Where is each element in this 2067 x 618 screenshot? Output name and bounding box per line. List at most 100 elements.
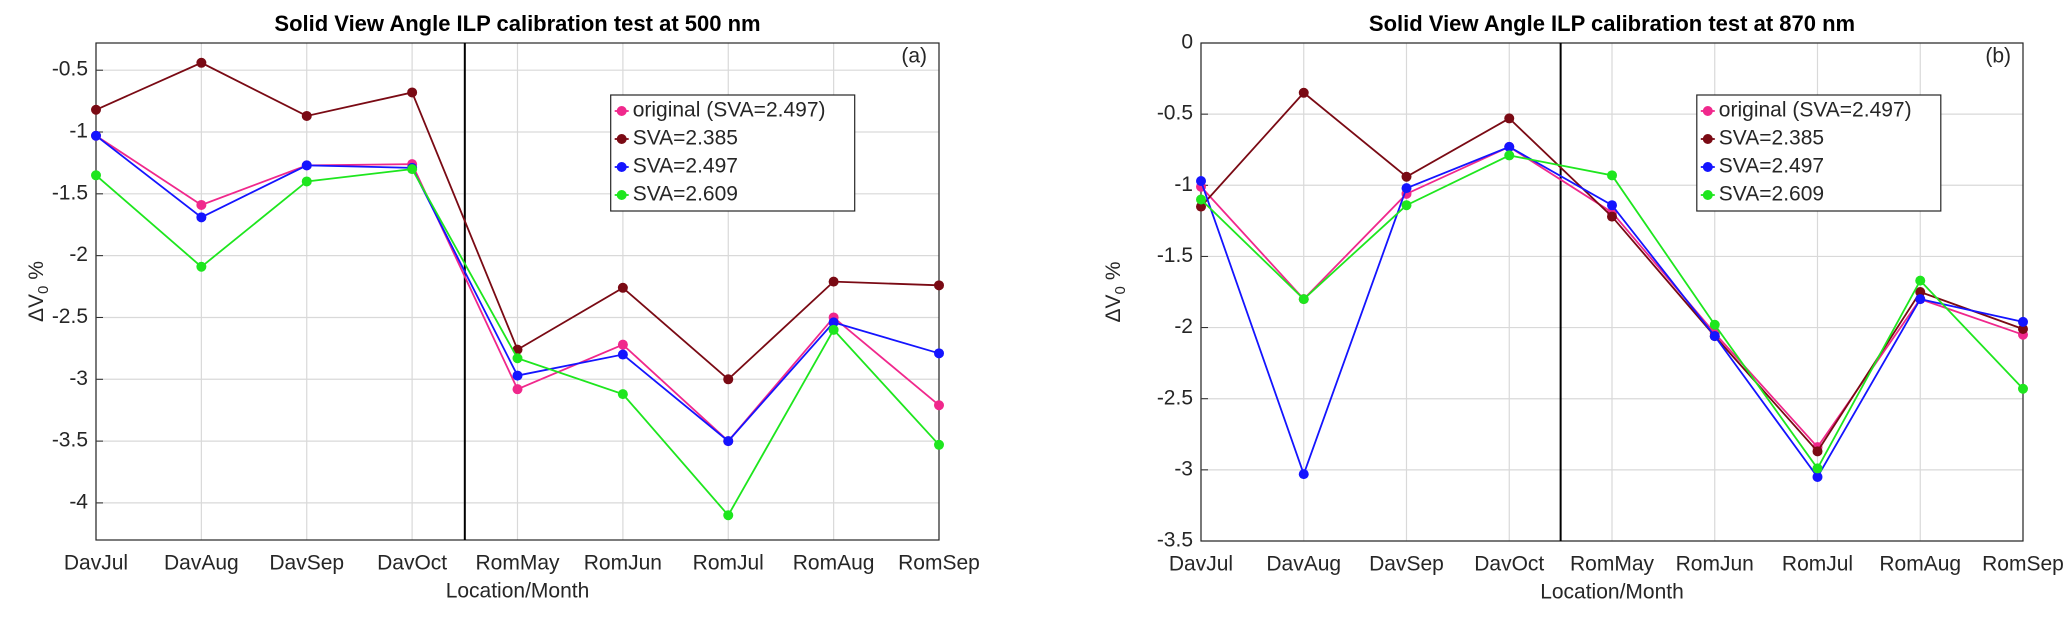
x-axis-label: Location/Month [1540,581,1684,604]
legend-label: SVA=2.609 [1719,183,1824,206]
data-point [407,164,418,175]
y-tick-label: -0.5 [52,58,88,81]
legend-marker [616,134,627,144]
data-point [1196,194,1206,205]
x-axis-label: Location/Month [446,580,590,603]
data-point [91,130,101,141]
panel-label: (a) [901,45,927,68]
legend: original (SVA=2.497) SVA=2.385 SVA=2.497 SV… [1696,94,1942,212]
axes-box [95,42,940,541]
legend-marker [1702,106,1713,116]
data-point [1401,183,1412,194]
data-point [1298,87,1309,98]
x-tick-label: DavOct [1474,553,1544,576]
data-point [1915,287,1926,297]
x-tick-label: DavAug [164,552,239,575]
data-point [2018,383,2028,394]
data-point [1915,275,1926,286]
legend-box [1696,94,1942,212]
y-label-main: ΔV [25,294,48,322]
data-point [934,348,944,359]
y-tick-label: -1.5 [52,181,88,204]
x-tick-label: DavAug [1266,553,1341,576]
y-tick-label: -4 [69,490,88,513]
data-point [1504,141,1515,152]
y-tick-label: -1.5 [1157,244,1193,267]
x-tick-label: RomMay [475,552,560,575]
data-point [828,324,839,335]
data-point [723,374,734,385]
data-point [1298,294,1309,305]
data-point [1709,319,1720,330]
data-point [617,339,628,350]
data-point [1709,331,1720,342]
y-tick-label: -2 [69,243,88,266]
data-point [1196,176,1206,187]
data-point [91,170,101,181]
legend-marker [1702,134,1713,144]
y-tick-label: -2 [1174,315,1193,338]
data-point [1812,471,1823,482]
legend-label: original (SVA=2.497) [633,99,826,122]
data-point [934,400,944,411]
x-tick-label: RomJul [693,552,764,575]
y-axis-label: ΔV0% [25,261,52,322]
legend-label: SVA=2.497 [633,155,738,178]
data-point [512,384,523,395]
chart-title: Solid View Angle ILP calibration test at… [1369,11,1855,36]
legend-marker [1702,162,1713,172]
x-tick-label: DavSep [1369,553,1444,576]
y-tick-label: -0.5 [1157,102,1193,125]
legend-label: SVA=2.609 [633,183,738,206]
data-point [1401,171,1412,182]
chart-panel: -3.5 -3 -2.5 -2 -1.5 -1 -0.5 0 DavJul DavAug DavSe… [1102,11,2064,604]
data-point [1812,463,1823,474]
legend-marker [616,162,627,172]
panel-label: (b) [1985,45,2011,68]
y-label-unit: % [25,261,48,280]
legend-label: SVA=2.385 [633,127,738,150]
data-point [196,199,207,210]
legend-label: SVA=2.385 [1719,127,1824,150]
data-point [2018,316,2028,327]
y-tick-label: -3.5 [1157,529,1193,552]
legend-label: SVA=2.497 [1719,155,1824,178]
y-axis-label: ΔV0% [1102,261,1129,322]
data-point [301,176,312,187]
chart-panel: -4 -3.5 -3 -2.5 -2 -1.5 -1 -0.5 DavJul DavAug DavS… [25,11,980,603]
y-tick-label: -3 [69,367,88,390]
y-label-sub: 0 [35,286,52,294]
data-point [1196,201,1206,212]
y-label-unit: % [1102,261,1125,280]
x-tick-label: RomJul [1782,553,1853,576]
y-label-sub: 0 [1112,286,1129,294]
legend-marker [616,106,627,116]
data-point [617,282,628,293]
x-tick-label: RomSep [898,552,980,575]
axes-box [1200,42,2024,542]
x-tick-label: RomJun [1676,553,1754,576]
x-tick-label: RomAug [1879,553,1961,576]
y-tick-label: 0 [1181,31,1193,54]
legend-box [610,94,856,212]
data-point [934,280,944,291]
data-point [2018,323,2028,334]
y-tick-label: -2.5 [1157,386,1193,409]
x-tick-label: RomJun [584,552,662,575]
y-tick-label: -1 [69,120,88,143]
x-tick-label: RomMay [1570,553,1655,576]
data-point [1812,446,1823,457]
chart-title: Solid View Angle ILP calibration test at… [274,11,760,36]
data-point [196,261,207,272]
data-point [1504,113,1515,124]
data-point [301,110,312,121]
data-point [407,87,418,98]
legend-marker [616,190,627,200]
data-point [617,349,628,360]
x-tick-label: DavSep [269,552,344,575]
y-tick-label: -3.5 [52,429,88,452]
x-tick-label: DavOct [377,552,447,575]
data-point [723,510,734,521]
data-point [934,439,944,450]
